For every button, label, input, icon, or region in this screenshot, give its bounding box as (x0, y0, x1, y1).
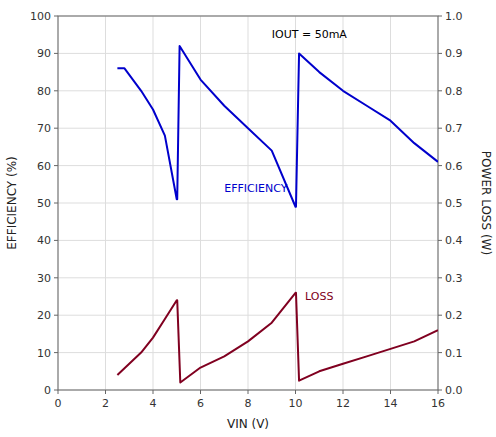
y-tick (54, 16, 58, 17)
y2-axis-label: POWER LOSS (W) (479, 151, 493, 255)
x-tick (200, 390, 201, 394)
line-series (117, 293, 438, 383)
y-tick (54, 240, 58, 241)
annotations: IOUT = 50mA EFFICIENCY LOSS (224, 28, 347, 303)
y2-tick-label: 0.3 (445, 272, 463, 285)
x-tick-label: 16 (431, 397, 445, 410)
y2-tick-label: 0.0 (445, 384, 463, 397)
y-tick (54, 352, 58, 353)
y2-tick (438, 352, 442, 353)
x-tick-label: 8 (245, 397, 252, 410)
grid (58, 16, 438, 390)
x-tick-label: 0 (55, 397, 62, 410)
x-tick-label: 12 (336, 397, 350, 410)
y-tick (54, 128, 58, 129)
y-tick (54, 390, 58, 391)
x-tick (58, 390, 59, 394)
y-tick-label: 40 (37, 234, 51, 247)
y2-tick-label: 0.9 (445, 47, 463, 60)
x-tick (248, 390, 249, 394)
y-tick-label: 0 (44, 384, 51, 397)
line-series (117, 46, 438, 207)
y2-tick (438, 390, 442, 391)
x-tick (105, 390, 106, 394)
grid-line-y (58, 165, 438, 166)
y2-tick-label: 0.1 (445, 347, 463, 360)
y-tick (54, 315, 58, 316)
y-tick-label: 30 (37, 272, 51, 285)
y2-tick (438, 315, 442, 316)
chart: 024681012141601020304050607080901000.00.… (0, 0, 496, 437)
x-tick (390, 390, 391, 394)
grid-line-y (58, 277, 438, 278)
y-tick-label: 10 (37, 347, 51, 360)
y2-tick-label: 0.4 (445, 234, 463, 247)
y2-axis: 0.0 0.1 0.2 0.3 0.4 0.5 0.6 0.7 0.8 0.9 1.0 (438, 10, 463, 397)
x-tick (153, 390, 154, 394)
y2-tick (438, 165, 442, 166)
grid-line-y (58, 53, 438, 54)
y2-tick (438, 53, 442, 54)
x-axis: 0 2 4 6 8 10 12 14 16 (55, 390, 446, 410)
y-tick-label: 50 (37, 197, 51, 210)
grid-line-y (58, 315, 438, 316)
plot-area (117, 46, 438, 383)
y-tick (54, 277, 58, 278)
x-tick-label: 2 (102, 397, 109, 410)
y2-tick (438, 90, 442, 91)
y-tick-label: 90 (37, 47, 51, 60)
y2-tick (438, 277, 442, 278)
y-tick-label: 70 (37, 122, 51, 135)
y-tick (54, 165, 58, 166)
y2-tick-label: 1.0 (445, 10, 463, 23)
plot-frame (58, 16, 438, 390)
annotation: EFFICIENCY (224, 182, 287, 195)
x-tick (343, 390, 344, 394)
x-tick (438, 390, 439, 394)
y-axis-label: EFFICIENCY (%) (5, 156, 19, 249)
y2-tick-label: 0.7 (445, 122, 463, 135)
y2-tick-label: 0.6 (445, 160, 463, 173)
y2-tick (438, 16, 442, 17)
y2-tick-label: 0.8 (445, 85, 463, 98)
y2-tick-label: 0.2 (445, 309, 463, 322)
y-tick (54, 53, 58, 54)
y-tick-label: 20 (37, 309, 51, 322)
y-tick (54, 90, 58, 91)
y-axis: 0 10 20 30 40 50 60 70 80 90 100 (30, 10, 58, 397)
x-tick (295, 390, 296, 394)
y2-tick (438, 240, 442, 241)
annotation: IOUT = 50mA (272, 28, 348, 41)
y-tick-label: 60 (37, 160, 51, 173)
grid-line-y (58, 90, 438, 91)
annotation: LOSS (305, 290, 333, 303)
x-axis-label: VIN (V) (227, 417, 269, 431)
x-tick-label: 6 (197, 397, 204, 410)
y-tick (54, 203, 58, 204)
y2-tick (438, 203, 442, 204)
x-tick-label: 10 (289, 397, 303, 410)
grid-line-y (58, 240, 438, 241)
grid-line-y (58, 203, 438, 204)
y2-tick (438, 128, 442, 129)
y-tick-label: 80 (37, 85, 51, 98)
y-tick-label: 100 (30, 10, 51, 23)
x-tick-label: 14 (384, 397, 398, 410)
x-tick-label: 4 (150, 397, 157, 410)
y2-tick-label: 0.5 (445, 197, 463, 210)
